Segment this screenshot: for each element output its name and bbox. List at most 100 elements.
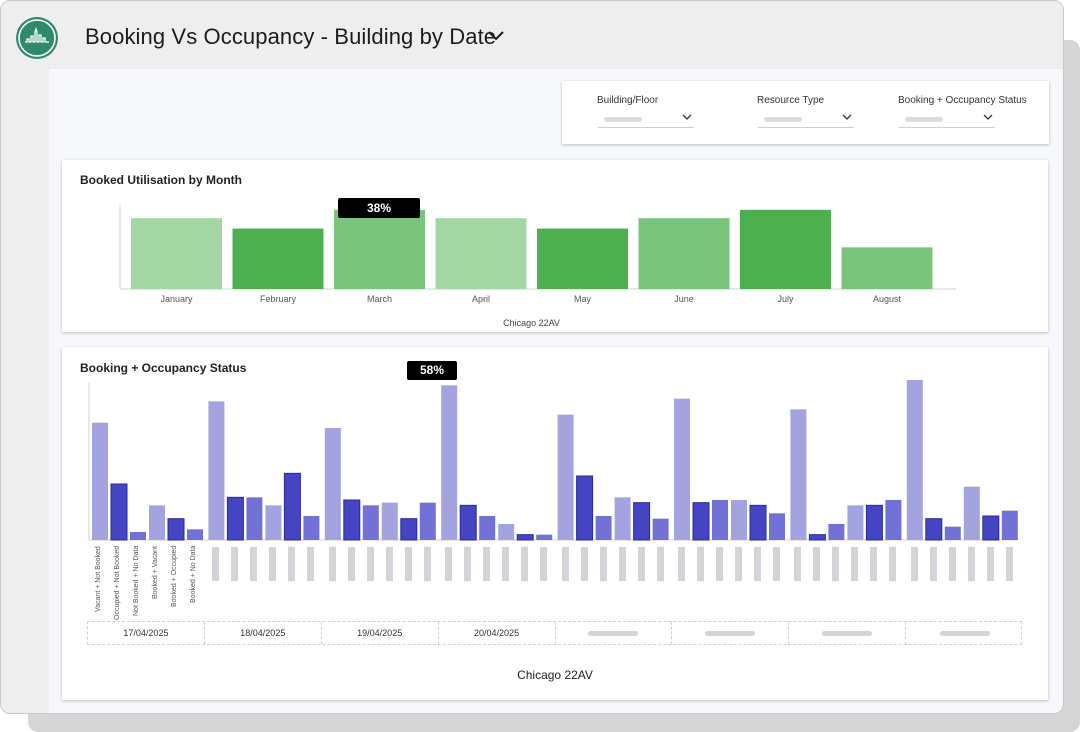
resource-type-select[interactable] [758,111,854,128]
status-bar[interactable] [633,502,651,541]
category-label-placeholder [483,547,491,581]
category-label-placeholder [423,547,431,581]
status-bar[interactable] [731,500,747,540]
status-bar[interactable] [459,504,477,541]
month-label: May [573,294,591,304]
month-bar[interactable] [537,228,628,289]
header-bar: Booking Vs Occupancy - Building by Date [1,1,1063,69]
month-bar[interactable] [841,247,933,289]
category-label-placeholder [599,547,607,581]
status-bar[interactable] [769,513,785,540]
status-bar[interactable] [498,524,515,540]
category-label-placeholder [385,547,393,581]
category-label-placeholder [288,547,296,581]
month-label: January [160,294,193,304]
status-bar[interactable] [516,534,534,541]
status-bar[interactable] [1001,510,1018,540]
month-bar[interactable] [638,218,730,289]
date-cell [906,622,1023,644]
category-label-placeholder [212,547,220,581]
status-bar[interactable] [419,502,436,540]
status-bar[interactable] [343,499,361,541]
status-bar[interactable] [92,422,108,540]
date-placeholder [939,631,990,637]
status-bar[interactable] [982,515,1000,541]
status-bar[interactable] [246,497,263,540]
booking-occupancy-status-select[interactable] [899,111,995,128]
date-cell: 20/04/2025 [439,622,556,644]
status-bar[interactable] [400,518,418,541]
status-bar[interactable] [149,505,165,540]
filter-resource-type[interactable]: Resource Type [757,95,854,128]
month-bar[interactable] [334,209,425,289]
month-bar[interactable] [232,228,324,289]
month-bar[interactable] [131,218,222,289]
category-label-placeholder [678,547,685,581]
status-bar[interactable] [674,398,690,540]
status-bar[interactable] [226,496,244,541]
status-bar[interactable] [536,534,553,540]
status-bar[interactable] [790,409,807,540]
status-bar[interactable] [808,534,826,541]
status-bar[interactable] [265,505,282,540]
utilisation-title: Booked Utilisation by Month [80,173,242,187]
status-bar[interactable] [944,526,961,540]
month-bar[interactable] [435,218,527,289]
status-bar[interactable] [652,518,669,540]
filter-building-floor[interactable]: Building/Floor [597,95,694,128]
category-label-placeholder [328,547,336,581]
select-placeholder [604,117,642,122]
category-label-placeholder [618,547,626,581]
status-title: Booking + Occupancy Status [80,361,247,375]
category-label-placeholder [870,547,878,581]
status-bar[interactable] [557,414,574,540]
status-bar[interactable] [692,502,710,541]
status-bar[interactable] [208,401,225,540]
status-bar[interactable] [906,380,923,540]
category-label-placeholder [637,547,645,581]
filter-booking-occupancy-status[interactable]: Booking + Occupancy Status [898,95,1027,128]
status-bar[interactable] [847,505,864,540]
status-bar[interactable] [381,502,398,540]
status-bar[interactable] [167,518,185,541]
status-category-label: Booked + Occupied [171,545,178,607]
status-bar[interactable] [885,500,902,540]
status-bar[interactable] [963,486,980,540]
filter-label: Resource Type [757,95,825,106]
filter-label: Booking + Occupancy Status [898,95,1027,106]
status-bar[interactable] [110,483,128,541]
filter-label: Building/Floor [597,95,659,106]
status-bar[interactable] [479,516,496,540]
month-label: April [471,294,490,304]
status-bar[interactable] [441,385,458,540]
city-skyline-logo [16,17,58,59]
status-bar[interactable] [187,529,203,540]
category-label-placeholder [269,547,277,581]
category-label-placeholder [347,547,355,581]
category-label-placeholder [404,547,412,581]
category-label-placeholder [231,547,239,581]
status-bar[interactable] [614,497,631,540]
date-cell: 19/04/2025 [322,622,439,644]
building-floor-select[interactable] [598,111,694,128]
status-bar[interactable] [283,472,301,541]
status-bar[interactable] [324,428,341,540]
status-bar[interactable] [595,516,612,540]
status-bar[interactable] [576,475,594,541]
category-label-placeholder [929,547,937,581]
status-bar[interactable] [303,516,320,540]
category-label-placeholder [250,547,258,581]
status-bar[interactable] [712,500,728,540]
status-bar[interactable] [130,532,146,540]
category-label-placeholder [735,547,742,581]
month-bar[interactable] [740,209,831,289]
status-bar[interactable] [362,505,379,540]
chevron-down-icon [842,114,852,120]
chevron-down-icon[interactable] [486,29,506,48]
status-bar[interactable] [925,518,943,541]
status-bar[interactable] [828,524,845,540]
status-bar[interactable] [865,504,883,541]
status-bar[interactable] [749,504,767,541]
